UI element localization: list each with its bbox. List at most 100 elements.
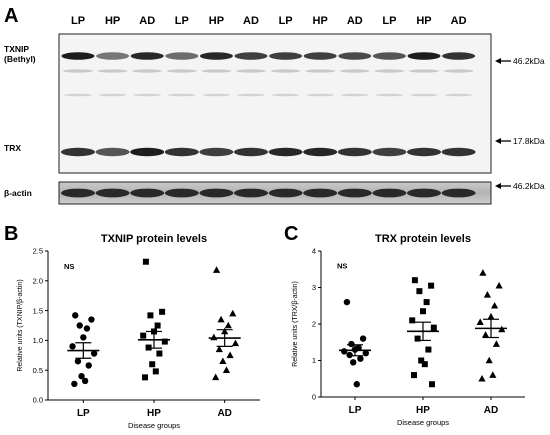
panel-a-letter: A [4,5,18,27]
faint-band [97,69,128,73]
marker-17kda-label: 17.8kDa [513,136,545,146]
marker-17kda: 17.8kDa [495,136,545,146]
x-tick-label: LP [349,405,362,416]
faint-band [132,69,163,73]
data-point-square [429,381,435,388]
faint-band [202,93,231,97]
txnip-band [269,52,303,60]
trx-band [303,147,338,157]
data-point-circle [346,351,353,359]
txnip-bands [61,52,476,60]
data-point-square [149,361,156,368]
txnip-band [61,52,95,60]
data-point-circle [80,334,87,341]
faint-band [339,69,370,73]
data-point-square [418,357,425,364]
data-point-triangle [219,357,227,365]
faint-band [340,93,369,97]
panel-b-plot: B TXNIP protein levels 0.0 0.5 1.0 1.5 2.0 2.5 R… [4,223,260,430]
data-point-circle [90,350,98,357]
data-point-square [154,322,161,329]
data-point-square [421,361,428,368]
actin-label: β-actin [4,188,32,198]
faint-band [305,69,336,73]
data-point-triangle [495,281,503,289]
data-point-circle [76,322,83,329]
txnip-band [407,52,441,60]
faint-band [237,93,265,97]
trx-band [407,147,441,157]
trx-band [337,147,372,157]
txnip-band [96,52,130,60]
lane-labels: LP HP AD LP HP AD LP HP AD LP HP AD [71,15,467,27]
plot-title: TXNIP protein levels [101,233,207,245]
x-axis-label: Disease groups [397,418,449,427]
panel-c-plot: C TRX protein levels 0 1 2 3 4 Relative units (… [284,223,525,427]
data-point-triangle [212,373,220,381]
data-point-triangle [485,356,493,364]
data-point-triangle [492,340,500,347]
actin-bands [61,188,476,198]
x-tick-label: AD [217,408,231,419]
txnip-band [234,52,268,60]
data-point-triangle [479,269,487,276]
faint-band [410,93,438,97]
data-point-square [425,346,432,353]
lane-label: LP [382,15,396,27]
data-point-triangle [224,321,232,329]
actin-band [130,188,165,198]
trx-bands [61,147,476,157]
data-point-circle [348,340,355,348]
data-point-square [161,338,168,345]
lane-label: LP [175,15,189,27]
lane-label: AD [451,15,467,27]
txnip-band [199,52,233,60]
y-tick-label: 0 [312,393,316,402]
data-point-square [142,374,148,381]
data-point-triangle [482,331,490,338]
txnip-label: TXNIP [4,44,29,54]
y-tick-label: 1.0 [33,336,43,345]
faint-band [166,69,197,73]
x-tick-label: AD [484,405,498,416]
y-tick-label: 2 [312,320,316,329]
actin-band [268,188,303,198]
data-point-triangle [226,351,234,359]
faint-band [167,93,196,97]
trx-band [130,147,165,157]
data-point-triangle [210,333,218,341]
lane-label: LP [279,15,293,27]
faint-band [64,93,92,97]
data-point-triangle [476,318,484,325]
txnip-band [442,52,476,60]
trx-band [372,147,407,157]
marker-46kda-actin: 46.2kDa [495,181,545,191]
data-point-square [140,332,147,339]
actin-band [95,188,130,198]
faint-band [409,69,439,73]
data-point-circle [74,358,82,365]
marker-46kda-label: 46.2kDa [513,56,545,66]
faint-band [98,93,127,97]
x-tick-label: HP [416,405,430,416]
lane-label: AD [139,15,155,27]
data-point-square [430,324,437,331]
txnip-band [372,52,406,60]
txnip-band [130,52,164,60]
actin-band [441,188,476,198]
lane-label: HP [313,15,328,27]
data-point-circle [83,325,91,332]
trx-band [95,147,130,157]
trx-band [234,147,268,157]
y-tick-label: 0.0 [33,396,43,405]
data-point-circle [343,298,351,306]
actin-band [372,188,407,198]
x-tick-label: LP [77,408,90,419]
data-point-square [416,288,423,295]
lane-label: LP [71,15,85,27]
plot-title: TRX protein levels [375,233,471,245]
data-point-square [411,277,418,284]
y-tick-label: 1 [312,356,316,365]
x-axis-label: Disease groups [128,421,180,430]
data-point-triangle [489,371,497,378]
